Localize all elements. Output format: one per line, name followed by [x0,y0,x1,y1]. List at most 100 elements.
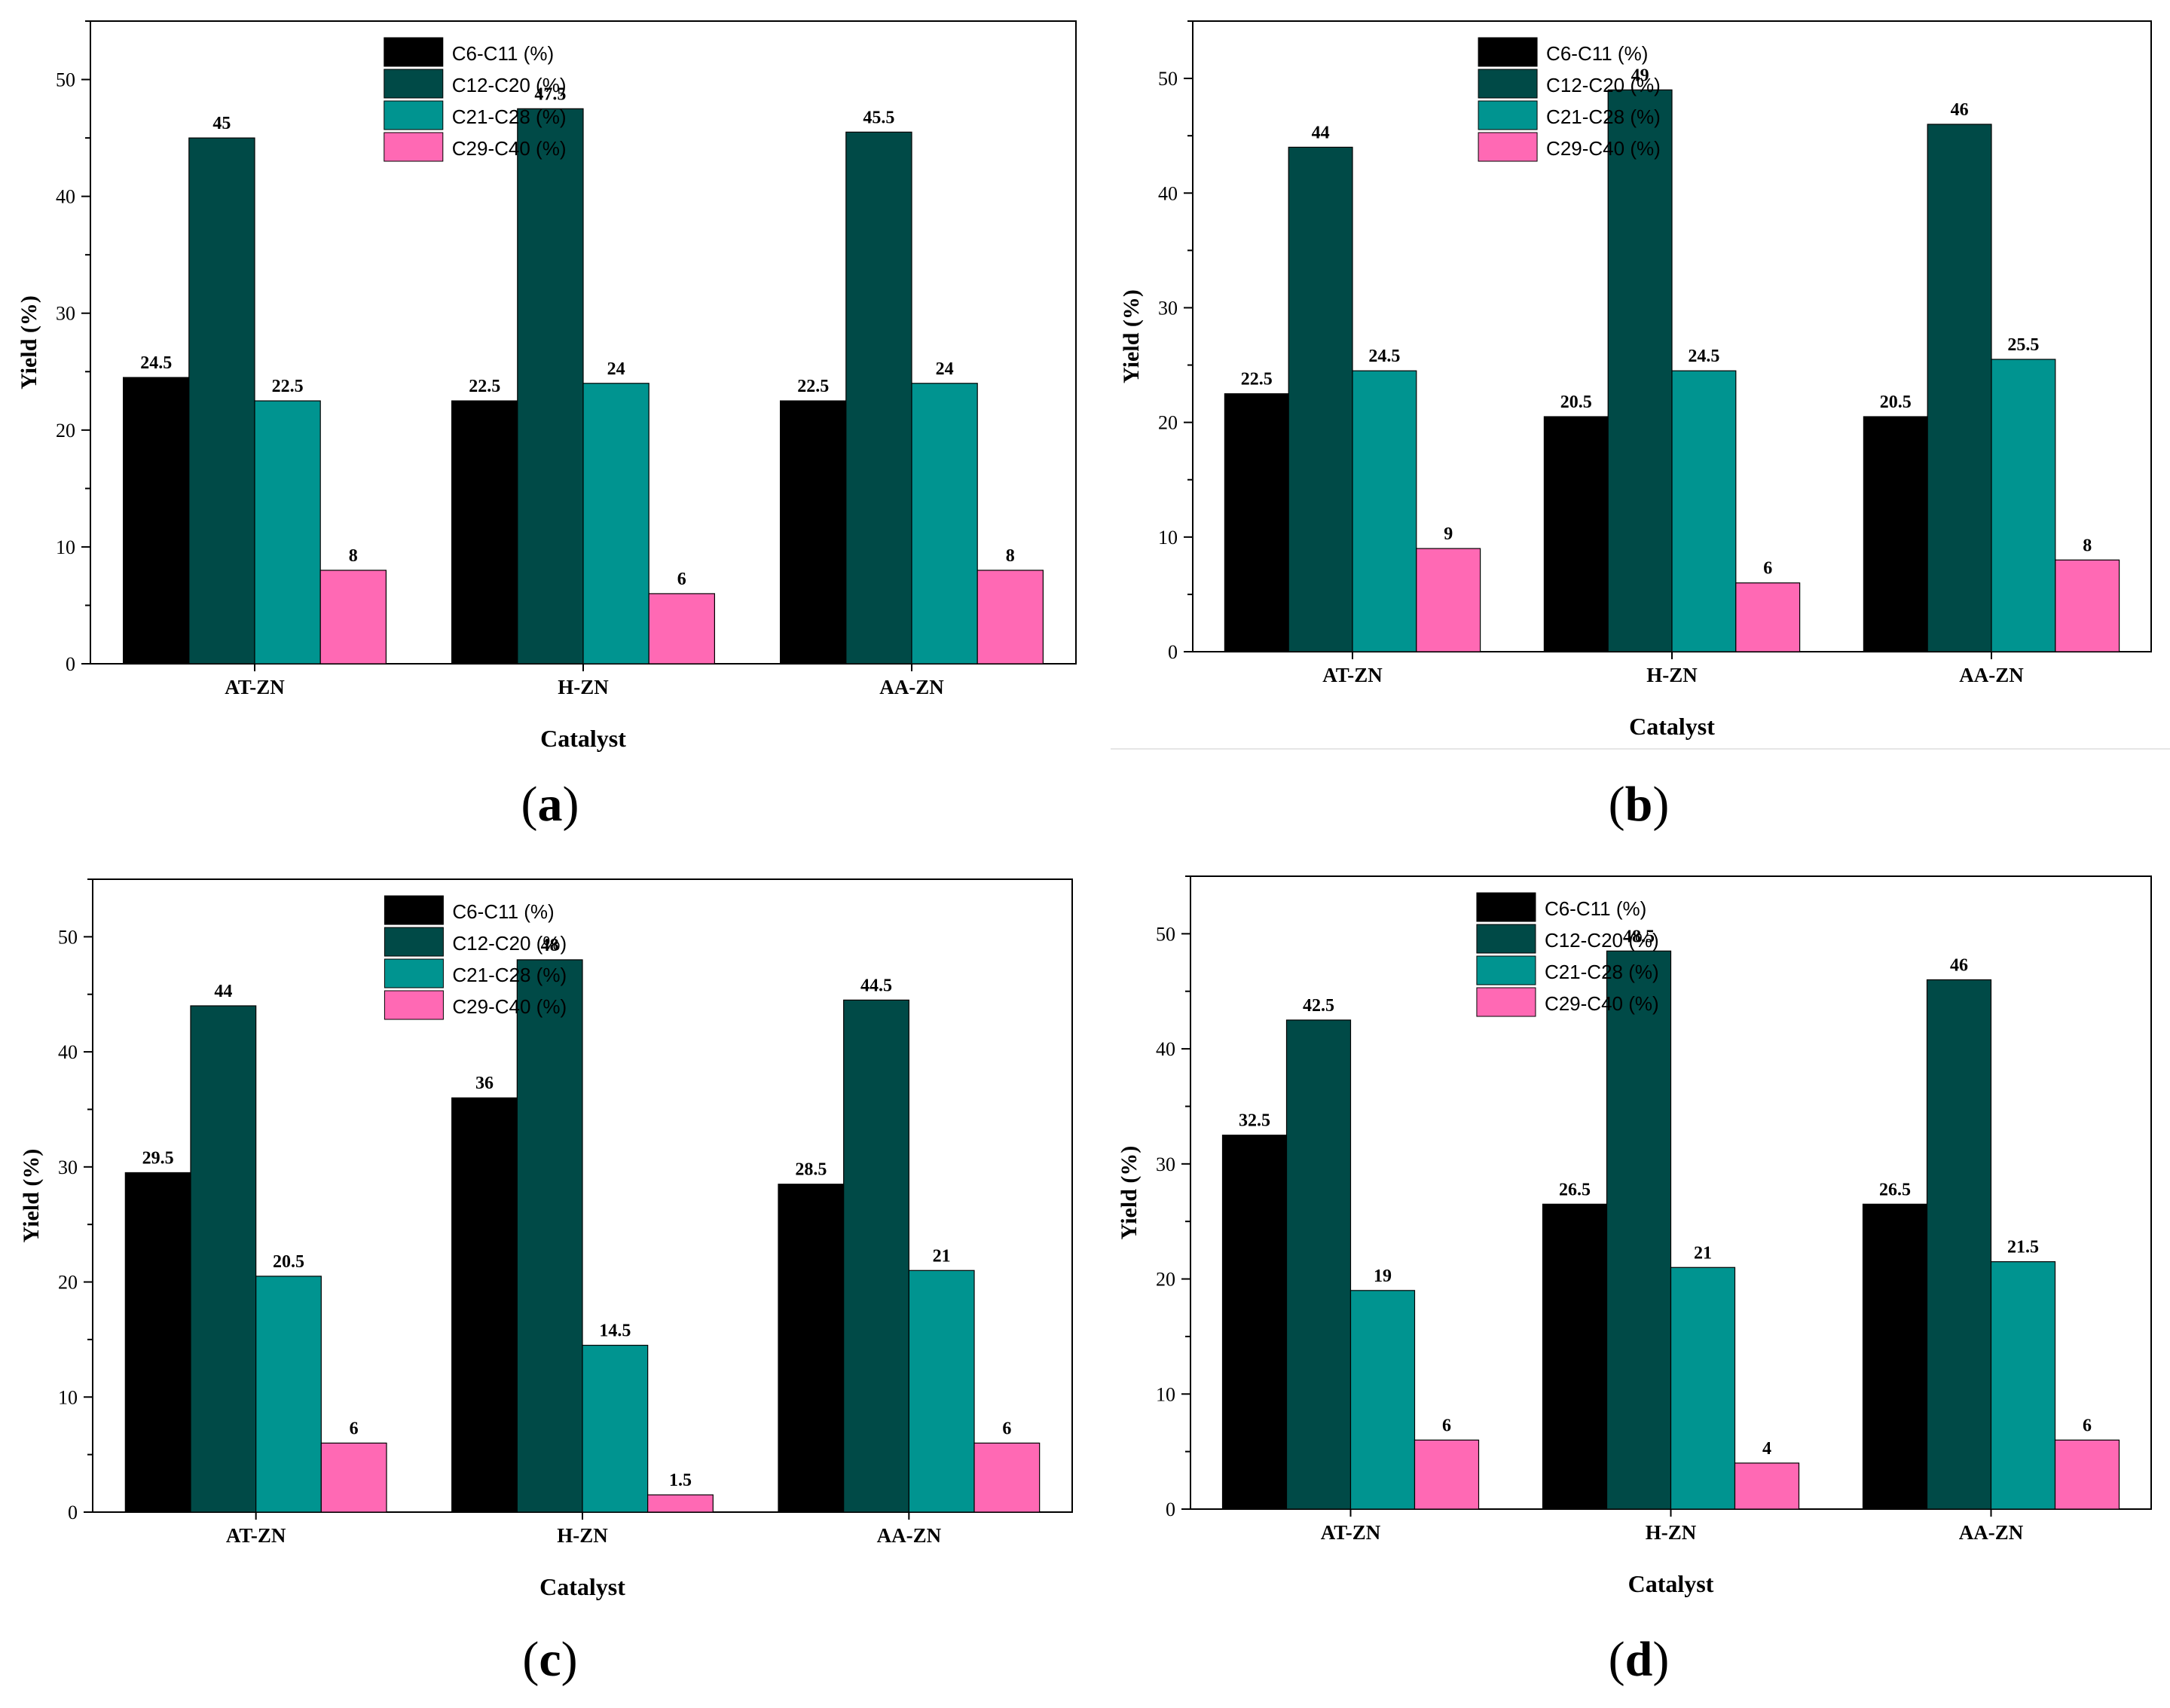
legend-label: C6-C11 (%) [452,900,554,923]
legend-label: C29-C40 (%) [1545,992,1659,1015]
x-tick-label: AA-ZN [879,676,944,698]
x-tick-label: H-ZN [557,1524,608,1547]
bar-b-0-3 [1416,548,1481,652]
bar-d-0-2 [1349,1290,1416,1510]
y-tick-label: 0 [1168,641,1178,663]
data-label: 28.5 [795,1160,827,1180]
data-label: 46 [1951,100,1969,120]
bar-a-0-2 [254,400,321,665]
legend-swatch [1476,892,1536,922]
y-tick-label: 40 [1158,182,1178,204]
data-label: 14.5 [599,1321,631,1341]
bar-c-2-0 [778,1184,845,1513]
x-tick-label: AT-ZN [226,1524,286,1547]
y-tick-label: 40 [1156,1038,1175,1060]
data-label: 26.5 [1879,1180,1911,1199]
bar-d-1-3 [1734,1462,1800,1510]
bar-b-1-0 [1543,416,1609,652]
y-axis-label: Yield (%) [1117,1146,1142,1240]
data-label: 47.5 [534,84,566,104]
bar-c-1-3 [647,1494,714,1513]
bar-d-1-0 [1542,1203,1608,1510]
data-label: 20.5 [273,1252,304,1272]
panel-label-d: (d) [1608,1632,1670,1687]
data-label: 21 [1694,1243,1712,1263]
y-tick-label: 0 [66,653,75,675]
data-label: 6 [677,570,686,589]
data-label: 44 [1312,123,1330,142]
legend-swatch [384,69,444,99]
data-label: 6 [350,1419,359,1438]
y-tick-label: 30 [58,1156,78,1178]
y-tick-label: 50 [58,926,78,948]
bar-d-0-0 [1221,1135,1288,1510]
y-axis-label: Yield (%) [17,295,41,390]
data-label: 1.5 [669,1471,692,1490]
data-label: 8 [349,546,358,566]
bar-a-1-0 [451,400,518,665]
bar-b-0-2 [1352,370,1417,652]
data-label: 21.5 [2007,1238,2039,1257]
legend-swatch [1478,69,1538,99]
data-label: 6 [1763,559,1772,579]
chart-panel-b: 0 10 20 30 40 50 Yield (%) AT-ZN 22.5 44 24.5 9 H-ZN… [1119,20,2152,740]
legend-swatch [384,958,444,988]
bar-c-0-0 [124,1172,191,1513]
bar-a-0-1 [188,137,255,665]
y-tick-label: 20 [56,420,75,442]
y-tick-label: 50 [1158,68,1178,90]
legend-label: C29-C40 (%) [1546,137,1661,160]
data-label: 22.5 [272,377,304,396]
bar-d-1-2 [1670,1266,1736,1510]
panel-label-c: (c) [522,1632,578,1687]
data-label: 48 [541,936,559,955]
legend-label: C12-C20 (%) [452,74,567,96]
x-tick-label: H-ZN [558,676,609,698]
data-label: 6 [1442,1416,1451,1435]
y-tick-label: 10 [58,1386,78,1408]
data-label: 25.5 [2007,335,2039,355]
data-label: 20.5 [1880,393,1912,412]
bar-c-2-1 [843,999,909,1513]
panel-label-b: (b) [1608,777,1670,832]
y-tick-label: 20 [1156,1269,1175,1291]
legend-swatch [1478,37,1538,67]
bar-b-2-3 [2055,559,2120,652]
bar-d-0-1 [1285,1019,1352,1510]
bar-c-0-1 [190,1005,257,1513]
bar-d-2-0 [1862,1203,1928,1510]
y-tick-label: 20 [1158,412,1178,434]
panel-label-a: (a) [521,777,579,832]
bar-c-1-0 [451,1097,518,1513]
legend-swatch [384,132,444,162]
y-tick-label: 30 [1158,297,1178,319]
legend-label: C12-C20 (%) [1545,929,1659,952]
bar-c-0-2 [255,1276,322,1513]
data-label: 24.5 [140,353,172,373]
bar-b-2-1 [1927,124,1992,652]
data-label: 8 [1006,546,1015,566]
data-label: 44 [214,982,232,1001]
data-label: 44.5 [860,976,892,995]
bar-a-2-1 [845,131,912,665]
bar-c-1-2 [582,1344,649,1513]
y-tick-label: 30 [56,303,75,325]
data-label: 42.5 [1303,996,1334,1016]
data-label: 24 [936,359,954,379]
y-tick-label: 10 [56,536,75,558]
data-label: 22.5 [1241,370,1273,390]
x-tick-label: H-ZN [1646,664,1698,686]
legend-swatch [384,990,444,1020]
bar-c-2-2 [908,1270,975,1513]
bar-c-2-3 [973,1442,1041,1513]
bar-d-1-1 [1606,950,1672,1510]
data-label: 22.5 [469,377,500,396]
bar-b-2-0 [1863,416,1928,652]
legend-label: C12-C20 (%) [1546,74,1661,96]
x-tick-label: AT-ZN [1322,664,1383,686]
data-label: 22.5 [797,377,829,396]
bar-a-1-1 [517,108,584,665]
x-axis-label: Catalyst [539,1573,625,1600]
legend-label: C6-C11 (%) [452,42,554,65]
bar-c-1-1 [516,959,583,1513]
